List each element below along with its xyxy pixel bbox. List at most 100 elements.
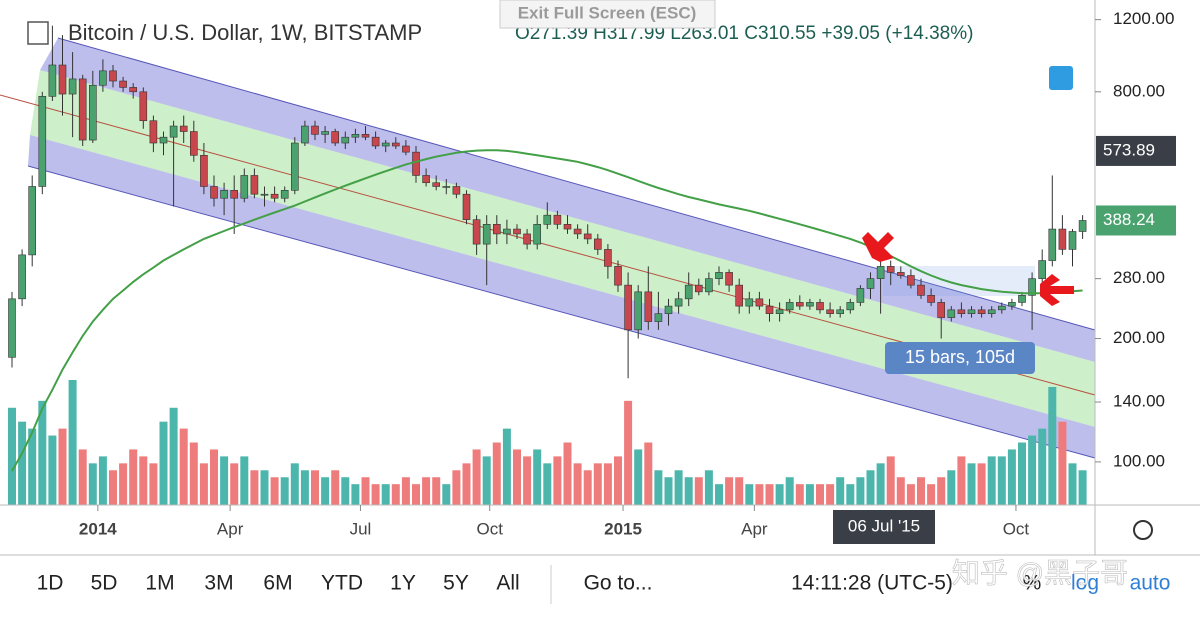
range-button[interactable]: 1Y — [390, 572, 416, 595]
volume-bar — [927, 484, 936, 505]
candle-body — [169, 125, 178, 138]
crosshair-price: 573.89 — [1103, 140, 1155, 159]
scroll-icon[interactable] — [1049, 66, 1073, 90]
symbol-icon[interactable] — [27, 21, 49, 45]
candle-body — [1058, 228, 1067, 250]
candle-body — [462, 193, 471, 220]
range-button[interactable]: 3M — [204, 572, 233, 595]
volume-bar — [846, 484, 855, 505]
candle-body — [654, 313, 663, 322]
range-button[interactable]: 1M — [145, 572, 174, 595]
candle-body — [220, 190, 228, 199]
candle-body — [230, 190, 238, 199]
volume-bar — [351, 484, 360, 505]
volume-bar — [391, 484, 400, 505]
range-button[interactable]: YTD — [321, 572, 363, 595]
exit-fullscreen-button[interactable] — [499, 0, 716, 29]
x-tick-label: Jul — [350, 519, 372, 538]
volume-bar — [674, 470, 683, 505]
range-button[interactable]: 6M — [263, 572, 292, 595]
chart-title: Bitcoin / U.S. Dollar, 1W, BITSTAMP — [68, 20, 422, 45]
candle-body — [795, 302, 804, 307]
volume-bar — [169, 407, 178, 505]
percent-toggle[interactable]: % — [1023, 572, 1042, 595]
last-price-label: 388.24 — [1103, 210, 1155, 229]
x-tick-label: Apr — [741, 519, 768, 538]
candle-body — [190, 131, 198, 156]
candle-body — [482, 224, 491, 245]
candle-body — [866, 278, 875, 289]
candle-body — [593, 238, 602, 250]
auto-toggle[interactable]: auto — [1130, 572, 1171, 595]
volume-bar — [805, 484, 814, 505]
candle-body — [270, 193, 279, 199]
candle-body — [664, 305, 673, 314]
volume-bar — [311, 470, 319, 505]
volume-bar — [472, 449, 481, 505]
range-button[interactable]: 1D — [37, 572, 64, 595]
volume-bar — [523, 456, 532, 505]
candle-body — [432, 182, 441, 187]
candle-body — [896, 272, 905, 276]
candle-body — [18, 254, 26, 300]
candle-body — [331, 131, 340, 144]
settings-icon[interactable] — [1133, 520, 1153, 540]
candle-body — [1068, 231, 1077, 250]
candle-body — [1078, 220, 1087, 232]
candle-body — [775, 309, 784, 314]
candle-body — [785, 302, 794, 311]
volume-bar — [957, 456, 966, 505]
crosshair-date: 06 Jul '15 — [848, 516, 920, 535]
volume-bar — [159, 421, 168, 505]
volume-bar — [1028, 435, 1037, 505]
candle-body — [260, 193, 269, 196]
candle-body — [68, 78, 77, 95]
candle-body — [290, 142, 299, 191]
x-tick-label: Oct — [477, 519, 504, 538]
candle-body — [119, 80, 127, 88]
volume-bar — [1007, 449, 1016, 505]
volume-bar — [361, 477, 370, 505]
candle-body — [311, 125, 319, 135]
candle-body — [159, 136, 168, 144]
range-button[interactable]: All — [496, 572, 519, 595]
goto-button[interactable]: Go to... — [584, 572, 653, 595]
volume-bar — [270, 477, 279, 505]
toolbar: 1D 5D 1M 3M 6M YTD 1Y 5Y All Go to... 14:11:28 (UT… — [37, 565, 1171, 604]
volume-bar — [179, 428, 188, 505]
candle-body — [573, 228, 582, 235]
crosshair-date-box — [833, 510, 935, 544]
volume-bar — [482, 456, 491, 505]
red-arrow — [1040, 274, 1074, 306]
volume-bar — [189, 442, 198, 505]
x-tick-label: 2015 — [604, 519, 642, 538]
volume-bar — [502, 428, 511, 505]
candle-body — [846, 302, 855, 311]
volume-bar — [280, 477, 289, 505]
candle-body — [503, 228, 511, 235]
log-toggle[interactable]: log — [1071, 572, 1099, 595]
x-tick-label: Oct — [1003, 519, 1030, 538]
volume-bar — [513, 449, 521, 505]
candle-body — [78, 78, 87, 141]
volume-bar — [735, 477, 744, 505]
candle-body — [755, 298, 764, 307]
volume-bar — [68, 380, 77, 505]
candle-body — [947, 309, 956, 318]
candle-body — [876, 266, 885, 279]
range-button[interactable]: 5Y — [443, 572, 469, 595]
range-button[interactable]: 5D — [91, 572, 118, 595]
candle-body — [28, 186, 37, 256]
candle-body — [816, 302, 824, 311]
candle-body — [371, 136, 380, 147]
y-tick-label: 1200.00 — [1113, 9, 1174, 28]
candle-body — [997, 305, 1006, 311]
candle-body — [391, 142, 400, 147]
volume-bar — [250, 470, 259, 505]
candle-body — [341, 136, 350, 144]
candle-body — [937, 302, 946, 318]
volume-bar — [765, 484, 774, 505]
candle-body — [684, 284, 693, 300]
candle-body — [735, 284, 744, 307]
volume-bar — [462, 463, 471, 505]
